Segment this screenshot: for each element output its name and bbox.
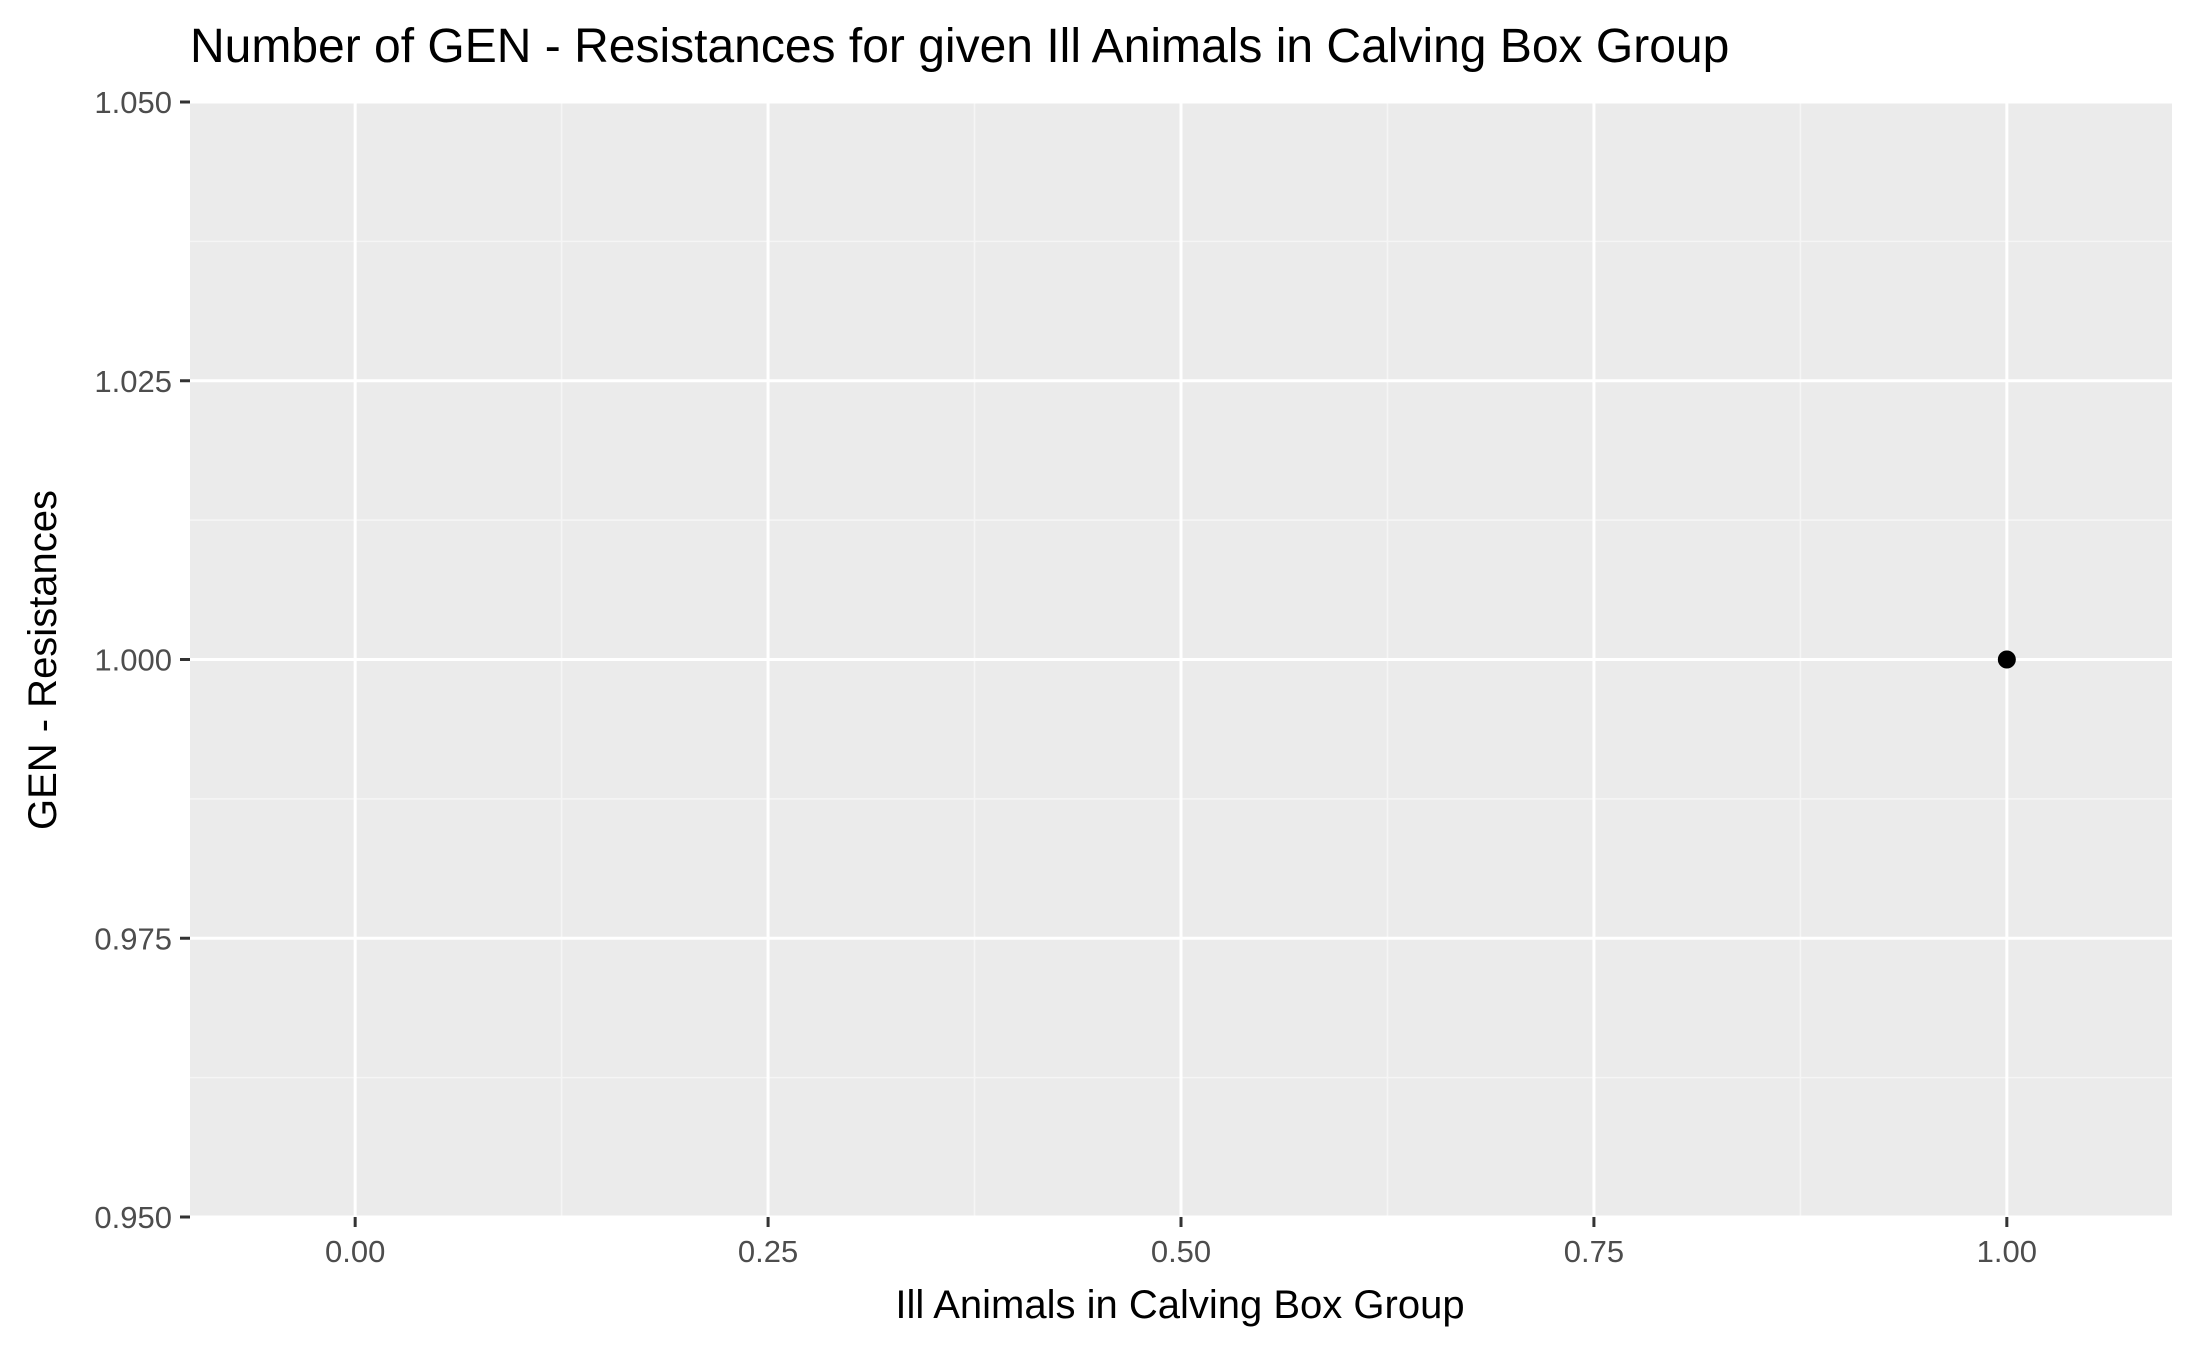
x-tick-label: 0.25	[738, 1234, 798, 1269]
y-tick-label: 1.025	[94, 364, 172, 399]
data-points	[1997, 650, 2016, 669]
y-tick-label: 1.050	[94, 85, 172, 120]
data-point	[1997, 650, 2016, 669]
y-axis: 0.950 0.975 1.000 1.025 1.050	[94, 85, 190, 1235]
x-tick-label: 1.00	[1977, 1234, 2037, 1269]
y-axis-title: GEN - Resistances	[21, 490, 65, 830]
y-tick-label: 0.950	[94, 1200, 172, 1235]
x-tick-label: 0.75	[1564, 1234, 1624, 1269]
chart-title: Number of GEN - Resistances for given Il…	[190, 20, 1729, 73]
y-tick-label: 1.000	[94, 643, 172, 678]
x-tick-label: 0.50	[1151, 1234, 1211, 1269]
x-tick-label: 0.00	[325, 1234, 385, 1269]
y-tick-label: 0.975	[94, 921, 172, 956]
x-axis: 0.00 0.25 0.50 0.75 1.00	[325, 1217, 2037, 1269]
x-axis-title: Ill Animals in Calving Box Group	[895, 1283, 1464, 1327]
